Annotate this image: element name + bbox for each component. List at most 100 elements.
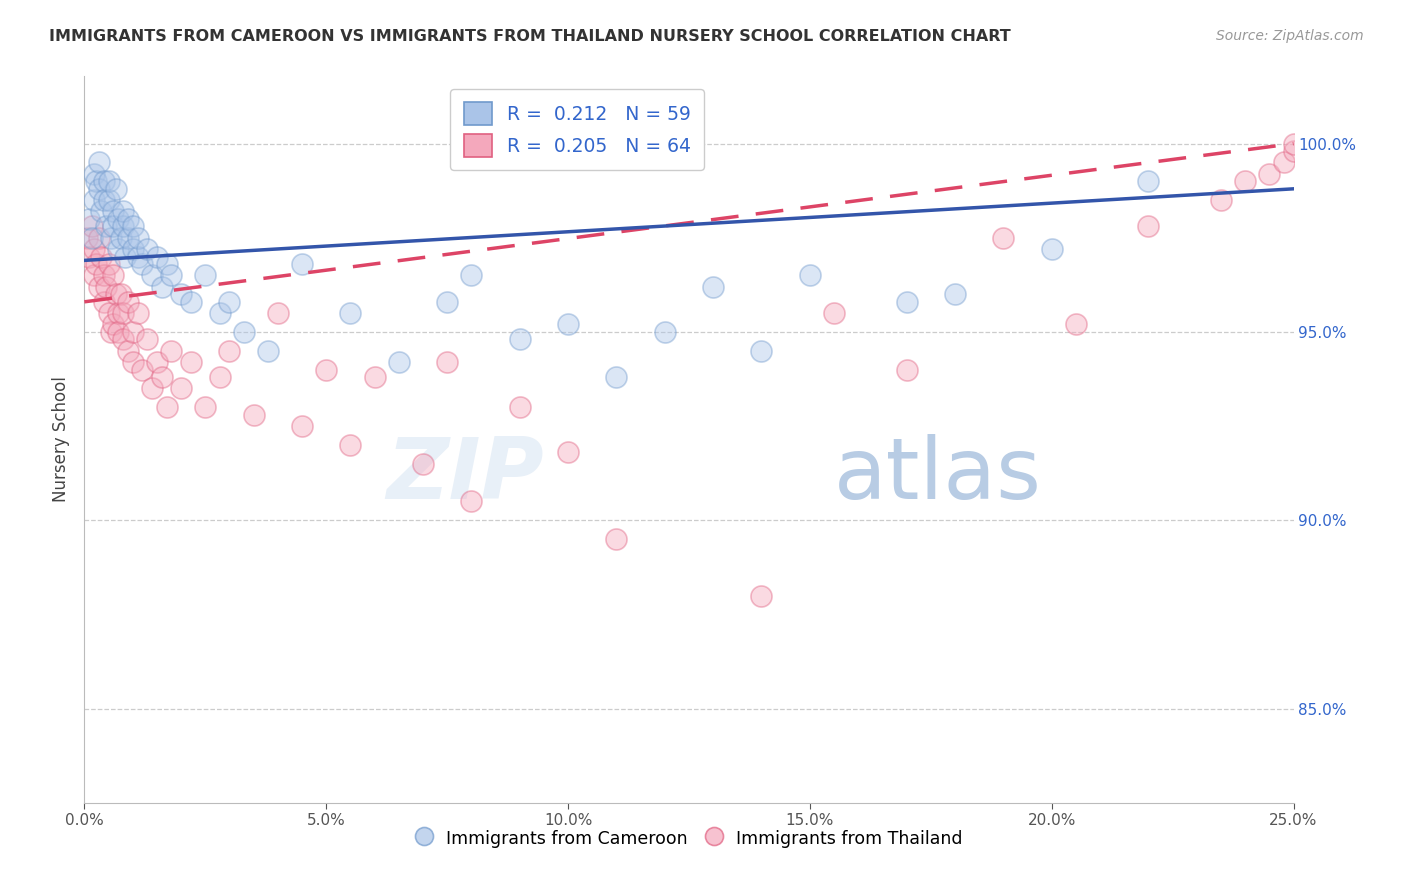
- Point: [194, 401, 217, 415]
- Point: [83, 167, 105, 181]
- Point: [1040, 242, 1063, 256]
- Point: [993, 231, 1015, 245]
- Point: [267, 306, 290, 320]
- Point: [114, 250, 136, 264]
- Point: [702, 279, 724, 293]
- Point: [127, 231, 149, 245]
- Point: [121, 219, 143, 234]
- Point: [654, 325, 676, 339]
- Point: [93, 294, 115, 309]
- Point: [146, 250, 169, 264]
- Point: [363, 370, 385, 384]
- Point: [943, 287, 966, 301]
- Point: [136, 333, 159, 347]
- Point: [94, 279, 117, 293]
- Point: [110, 287, 132, 301]
- Point: [97, 193, 120, 207]
- Point: [155, 257, 177, 271]
- Point: [291, 257, 314, 271]
- Point: [509, 401, 531, 415]
- Point: [218, 343, 240, 358]
- Point: [110, 231, 132, 245]
- Point: [799, 268, 821, 283]
- Point: [100, 325, 122, 339]
- Point: [170, 287, 193, 301]
- Point: [97, 257, 120, 271]
- Point: [208, 370, 231, 384]
- Point: [315, 362, 337, 376]
- Point: [146, 355, 169, 369]
- Point: [896, 294, 918, 309]
- Point: [100, 231, 122, 245]
- Point: [160, 268, 183, 283]
- Point: [121, 355, 143, 369]
- Point: [103, 219, 125, 234]
- Point: [1282, 136, 1305, 151]
- Point: [291, 419, 314, 434]
- Point: [131, 362, 153, 376]
- Point: [107, 306, 129, 320]
- Point: [1258, 167, 1281, 181]
- Point: [557, 318, 579, 332]
- Point: [233, 325, 256, 339]
- Point: [150, 370, 173, 384]
- Point: [83, 268, 105, 283]
- Point: [823, 306, 845, 320]
- Point: [242, 408, 264, 422]
- Point: [90, 250, 112, 264]
- Point: [127, 306, 149, 320]
- Point: [112, 306, 135, 320]
- Text: atlas: atlas: [834, 434, 1042, 517]
- Point: [80, 219, 103, 234]
- Point: [87, 231, 110, 245]
- Point: [77, 211, 100, 226]
- Point: [94, 219, 117, 234]
- Point: [76, 231, 98, 245]
- Point: [117, 343, 139, 358]
- Point: [1272, 155, 1295, 169]
- Point: [896, 362, 918, 376]
- Point: [107, 211, 129, 226]
- Point: [117, 231, 139, 245]
- Point: [121, 325, 143, 339]
- Point: [112, 333, 135, 347]
- Point: [83, 242, 105, 256]
- Point: [86, 257, 108, 271]
- Point: [194, 268, 217, 283]
- Point: [90, 204, 112, 219]
- Point: [180, 294, 202, 309]
- Point: [86, 174, 108, 188]
- Point: [131, 257, 153, 271]
- Point: [460, 268, 482, 283]
- Point: [104, 182, 127, 196]
- Point: [93, 268, 115, 283]
- Point: [1137, 174, 1160, 188]
- Point: [80, 231, 103, 245]
- Y-axis label: Nursery School: Nursery School: [52, 376, 70, 502]
- Point: [339, 306, 361, 320]
- Point: [117, 211, 139, 226]
- Point: [103, 268, 125, 283]
- Point: [257, 343, 280, 358]
- Point: [77, 250, 100, 264]
- Point: [107, 242, 129, 256]
- Point: [93, 193, 115, 207]
- Point: [1234, 174, 1257, 188]
- Point: [121, 242, 143, 256]
- Point: [751, 589, 773, 603]
- Point: [1064, 318, 1087, 332]
- Point: [218, 294, 240, 309]
- Point: [160, 343, 183, 358]
- Point: [436, 294, 458, 309]
- Point: [104, 287, 127, 301]
- Point: [1209, 193, 1232, 207]
- Text: IMMIGRANTS FROM CAMEROON VS IMMIGRANTS FROM THAILAND NURSERY SCHOOL CORRELATION : IMMIGRANTS FROM CAMEROON VS IMMIGRANTS F…: [49, 29, 1011, 45]
- Point: [117, 294, 139, 309]
- Point: [155, 401, 177, 415]
- Point: [136, 242, 159, 256]
- Point: [83, 193, 105, 207]
- Point: [605, 532, 627, 546]
- Point: [97, 306, 120, 320]
- Point: [107, 325, 129, 339]
- Point: [557, 445, 579, 459]
